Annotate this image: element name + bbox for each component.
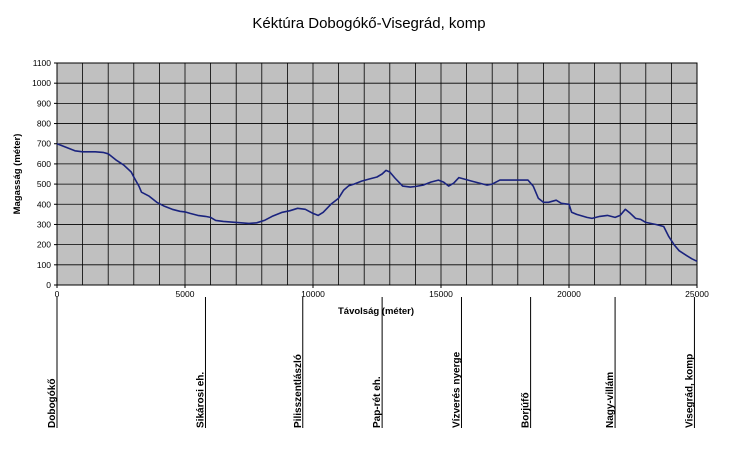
x-tick-label: 15000 [429,289,453,299]
x-tick-label: 25000 [685,289,709,299]
y-tick-label: 100 [37,260,51,270]
x-tick-label: 10000 [301,289,325,299]
station-label: Borjúfő [521,392,532,428]
y-tick-label: 0 [46,280,51,290]
y-tick-label: 1000 [32,78,51,88]
y-tick-label: 500 [37,179,51,189]
chart-title: Kéktúra Dobogókő-Visegrád, komp [252,15,485,32]
line-layer [56,142,698,262]
station-label: Pilisszentlászló [293,354,304,428]
y-tick-label: 300 [37,219,51,229]
station-label: Nagy-villám [605,372,616,428]
grid-layer [57,63,697,285]
station-label: Dobogókő [47,379,58,428]
x-axis-title: Távolság (méter) [338,306,414,317]
x-tick-label: 5000 [176,289,195,299]
station-label: Vízverés nyerge [452,351,463,428]
y-axis-title: Magasság (méter) [12,134,23,215]
station-label: Visegrád, komp [684,354,695,428]
station-label: Pap-rét eh. [372,376,383,428]
y-tick-label: 600 [37,159,51,169]
station-layer: Dobogókő Sikárosi eh. Pilisszentlászló Pap-… [47,297,695,428]
station-label: Sikárosi eh. [196,372,207,428]
y-tick-label: 200 [37,240,51,250]
plot-area [56,62,698,286]
tick-layer: 0 100 200 300 400 500 600 700 800 900 1000 1100 0 500… [32,58,709,299]
y-tick-label: 900 [37,98,51,108]
x-tick-label: 0 [55,289,60,299]
elevation-series-line [56,142,698,262]
y-tick-label: 400 [37,199,51,209]
y-tick-label: 1100 [33,58,52,68]
y-tick-label: 700 [37,139,51,149]
y-tick-label: 800 [37,119,51,129]
x-tick-label: 20000 [557,289,581,299]
